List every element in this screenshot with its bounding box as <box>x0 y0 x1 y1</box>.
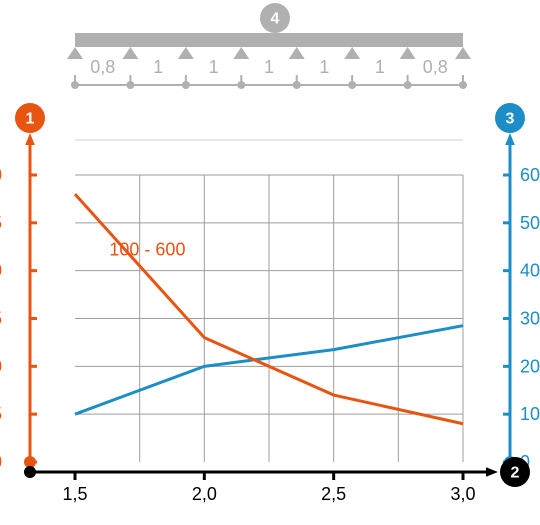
svg-text:2: 2 <box>511 465 520 482</box>
badge-4: 4 <box>260 3 290 33</box>
y-left-tick-label: 0,50 <box>0 356 2 376</box>
y-left-tick-label: 0,75 <box>0 309 2 329</box>
y-right-tick-label: 20 <box>520 356 540 376</box>
series-orange-label: 100 - 600 <box>109 239 185 259</box>
beam-span-label: 1 <box>319 57 329 77</box>
beam-span-label: 0,8 <box>423 57 448 77</box>
y-right-tick-label: 10 <box>520 404 540 424</box>
beam-span-label: 1 <box>264 57 274 77</box>
svg-text:1: 1 <box>26 111 35 128</box>
badge-2: 2 <box>500 457 530 487</box>
chart-svg: 100 - 60000,250,500,751,001,251,50010203… <box>0 0 540 525</box>
x-tick-label: 1,5 <box>62 484 87 504</box>
y-left-tick-label: 1,50 <box>0 165 2 185</box>
beam-span-label: 0,8 <box>90 57 115 77</box>
grid <box>75 175 463 462</box>
beam-span-label: 1 <box>209 57 219 77</box>
svg-text:4: 4 <box>271 11 280 28</box>
x-tick-label: 2,5 <box>321 484 346 504</box>
chart-root: 100 - 60000,250,500,751,001,251,50010203… <box>0 0 540 525</box>
badge-1: 1 <box>15 103 45 133</box>
beam-span-label: 1 <box>375 57 385 77</box>
x-tick-label: 2,0 <box>192 484 217 504</box>
y-left-tick-label: 1,25 <box>0 213 2 233</box>
y-left-tick-label: 1,00 <box>0 261 2 281</box>
badge-3: 3 <box>495 103 525 133</box>
y-left-tick-label: 0,25 <box>0 404 2 424</box>
beam-diagram: 0,8 1 1 1 1 1 0,8 <box>67 33 471 140</box>
svg-text:3: 3 <box>506 111 515 128</box>
y-right-tick-label: 50 <box>520 213 540 233</box>
beam-span-label: 1 <box>153 57 163 77</box>
x-tick-label: 3,0 <box>450 484 475 504</box>
y-left-tick-label: 0 <box>0 452 2 472</box>
y-right-tick-label: 40 <box>520 261 540 281</box>
y-right-tick-label: 30 <box>520 309 540 329</box>
y-right-tick-label: 60 <box>520 165 540 185</box>
